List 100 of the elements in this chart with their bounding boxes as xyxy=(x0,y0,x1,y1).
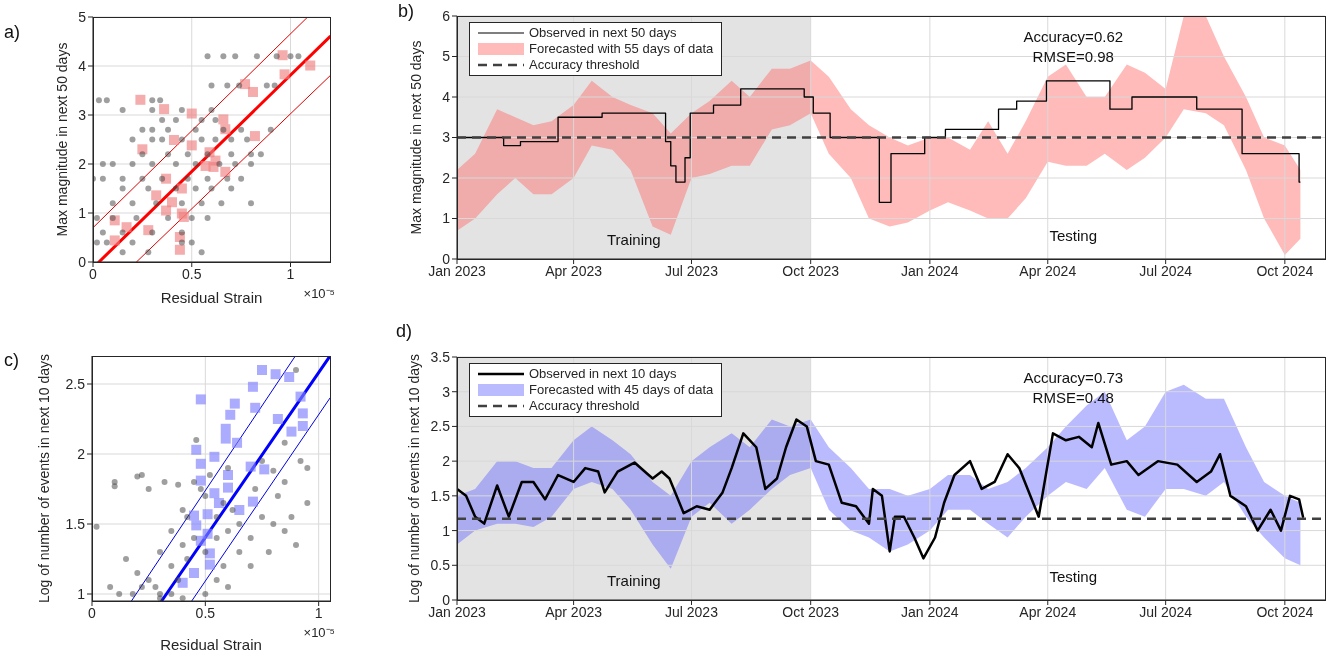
point xyxy=(202,528,213,539)
point xyxy=(209,488,220,499)
point xyxy=(234,505,245,515)
y-axis-title: Log of number of events in next 10 days xyxy=(35,353,52,604)
y-tick-label: 2.5 xyxy=(65,375,86,392)
point xyxy=(135,94,146,105)
annotation: Accuracy=0.62 xyxy=(1022,28,1125,45)
annotation: RMSE=0.98 xyxy=(1031,48,1115,65)
x-tick-label: 0.5 xyxy=(182,265,202,282)
y-tick-label: 2 xyxy=(78,155,87,172)
y-tick-label: 1 xyxy=(442,522,451,539)
point xyxy=(218,114,229,125)
point xyxy=(186,108,197,119)
annotation: Testing xyxy=(1048,227,1099,244)
x-tick-label: 0 xyxy=(89,265,98,282)
point xyxy=(225,409,236,420)
band-label: Training xyxy=(607,231,661,248)
point xyxy=(109,235,120,246)
point xyxy=(208,161,219,172)
y-axis-title: Max magnitude in next 50 days xyxy=(53,42,70,237)
y-tick-label: 2 xyxy=(442,169,451,186)
point xyxy=(297,408,308,419)
legend-label: Forecasted with 55 days of data xyxy=(529,41,714,57)
y-tick-label: 2 xyxy=(442,453,451,470)
y-tick-label: 2.5 xyxy=(430,418,451,435)
point xyxy=(186,140,197,151)
point xyxy=(270,369,281,380)
point xyxy=(189,568,199,578)
y-tick-label: 1.5 xyxy=(430,487,451,504)
legend-label: Accuracy threshold xyxy=(529,398,640,414)
legend-label: Forecasted with 45 days of data xyxy=(529,382,714,398)
y-tick-label: 1 xyxy=(442,210,451,227)
chart-title: c) xyxy=(4,350,19,371)
point xyxy=(151,190,162,201)
point xyxy=(245,461,256,472)
y-tick-label: 5 xyxy=(442,48,451,65)
point xyxy=(174,244,185,255)
annotation: Accuracy=0.73 xyxy=(1022,369,1125,386)
point xyxy=(220,423,231,434)
point xyxy=(223,482,233,493)
x-tick-label: Jul 2024 xyxy=(1139,262,1193,279)
x-tick-label: Jan 2024 xyxy=(901,262,959,279)
point xyxy=(220,166,231,177)
point xyxy=(272,414,283,424)
y-tick-label: 1 xyxy=(77,585,86,602)
x-tick-label: Oct 2024 xyxy=(1256,603,1314,620)
point xyxy=(277,50,288,61)
x-tick-label: Jan 2024 xyxy=(901,603,959,620)
point xyxy=(232,437,243,448)
point xyxy=(284,372,295,382)
y-axis-title: Log of number of events in next 10 days xyxy=(405,353,422,604)
y-tick-label: 3 xyxy=(442,129,451,146)
point xyxy=(191,444,202,455)
y-tick-label: 2 xyxy=(77,445,86,462)
legend-label: Accuracy threshold xyxy=(529,57,640,73)
y-tick-label: 4 xyxy=(78,57,87,74)
x-tick-label: Apr 2024 xyxy=(1019,262,1077,279)
y-tick-label: 3 xyxy=(442,383,451,400)
x-tick-label: 1 xyxy=(286,265,295,282)
point xyxy=(279,69,290,80)
x-tick-label: 0.5 xyxy=(195,604,216,621)
y-tick-label: 3 xyxy=(78,106,87,123)
x-tick-label: Oct 2023 xyxy=(782,603,840,620)
y-tick-label: 0 xyxy=(442,250,451,267)
chart-title: b) xyxy=(398,1,415,22)
x-tick-label: 1 xyxy=(314,604,323,621)
y-tick-label: 1 xyxy=(78,204,87,221)
text: ×10⁻⁵ xyxy=(303,624,335,641)
point xyxy=(191,520,202,531)
x-axis-title: Residual Strain xyxy=(160,289,263,306)
point xyxy=(204,559,215,570)
point xyxy=(247,496,258,507)
y-tick-label: 0 xyxy=(442,591,451,608)
legend-label: Observed in next 50 days xyxy=(529,25,677,41)
point xyxy=(121,222,132,233)
x-tick-label: Oct 2023 xyxy=(782,262,840,279)
x-tick-label: Jul 2023 xyxy=(665,603,719,620)
point xyxy=(295,391,306,402)
point xyxy=(168,134,179,145)
point xyxy=(220,433,231,444)
legend-label: Observed in next 10 days xyxy=(529,366,677,382)
text: ×10⁻⁵ xyxy=(303,285,335,302)
point xyxy=(167,197,177,208)
y-tick-label: 6 xyxy=(442,7,451,24)
point xyxy=(247,381,258,392)
point xyxy=(209,451,220,462)
y-tick-label: 1.5 xyxy=(65,515,86,532)
point xyxy=(195,394,206,405)
point xyxy=(257,365,267,375)
point xyxy=(305,60,316,71)
point xyxy=(297,421,308,431)
chart-title: d) xyxy=(396,321,413,342)
y-axis-title: Max magnitude in next 50 days xyxy=(407,40,424,235)
point xyxy=(247,86,258,97)
point xyxy=(195,458,206,469)
point xyxy=(195,535,206,546)
chart-title: a) xyxy=(4,22,21,43)
point xyxy=(195,475,206,486)
band-label: Training xyxy=(607,572,661,589)
x-tick-label: Oct 2024 xyxy=(1256,262,1314,279)
